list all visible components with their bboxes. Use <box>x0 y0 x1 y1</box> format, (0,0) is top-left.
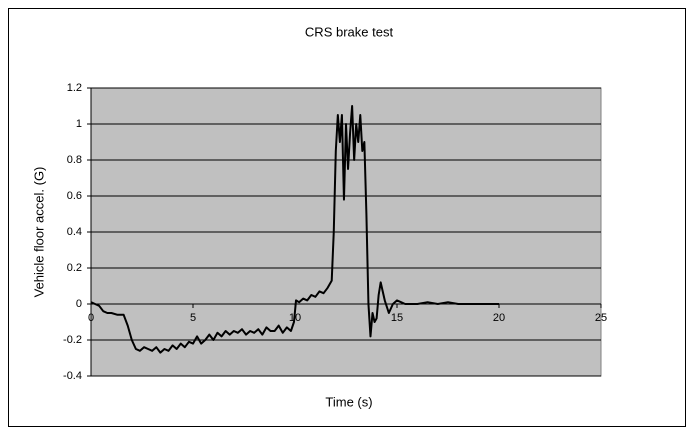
y-tick-label: 1.2 <box>67 82 82 94</box>
x-axis-title: Time (s) <box>325 394 372 409</box>
y-tick-label: 1 <box>76 118 82 130</box>
x-tick-label: 25 <box>595 312 607 324</box>
y-tick-label: 0 <box>76 298 82 310</box>
x-tick-label: 0 <box>88 312 94 324</box>
y-tick-label: 0.8 <box>67 154 82 166</box>
chart-title: CRS brake test <box>305 24 394 39</box>
x-tick-label: 15 <box>391 312 403 324</box>
x-tick-label: 20 <box>493 312 505 324</box>
y-tick-label: -0.2 <box>63 334 82 346</box>
y-tick-label: -0.4 <box>63 370 82 382</box>
x-tick-label: 5 <box>190 312 196 324</box>
y-tick-label: 0.2 <box>67 262 82 274</box>
y-tick-label: 0.4 <box>67 226 82 238</box>
y-tick-label: 0.6 <box>67 190 82 202</box>
data-line <box>90 105 499 354</box>
y-axis-title: Vehicle floor accel. (G) <box>31 167 46 298</box>
